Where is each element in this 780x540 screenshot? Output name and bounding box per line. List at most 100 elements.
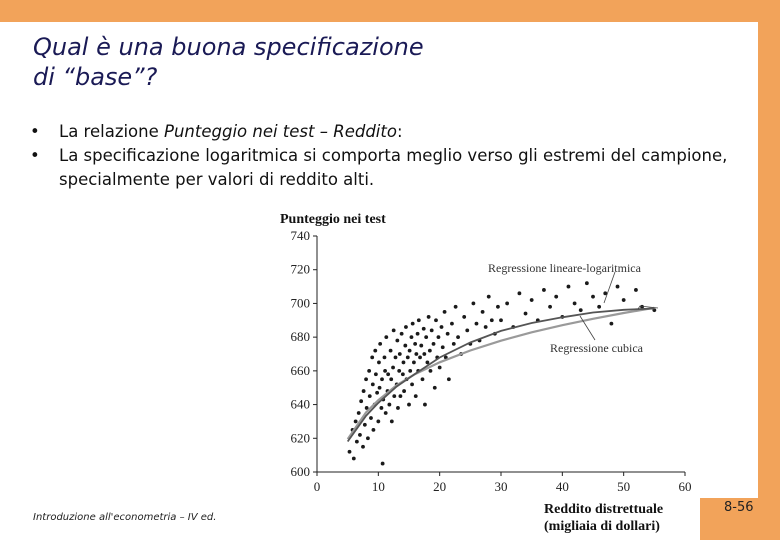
data-point (421, 326, 426, 331)
data-point (397, 352, 402, 356)
data-point (379, 406, 384, 410)
data-point (566, 284, 571, 289)
data-point (354, 439, 359, 444)
data-point (621, 298, 626, 302)
data-point (383, 411, 388, 415)
data-point (446, 377, 451, 382)
x-axis-label-line-2: (migliaia di dollari) (544, 519, 660, 534)
x-tick-label: 30 (495, 479, 508, 494)
data-point (412, 360, 416, 365)
data-point (413, 394, 418, 399)
data-point (371, 427, 376, 432)
data-point (554, 294, 559, 299)
data-point (445, 331, 450, 336)
y-tick-label: 720 (291, 262, 311, 277)
bullet-text: La relazione (59, 122, 165, 141)
data-point (359, 399, 364, 404)
data-point (615, 284, 620, 289)
slide-title-line-1: Qual è una buona specificazione (33, 33, 424, 61)
data-point (523, 311, 528, 316)
data-point (419, 343, 424, 348)
data-point (442, 309, 447, 314)
data-point (384, 335, 389, 340)
data-point (443, 355, 448, 360)
page-number-box (700, 498, 780, 540)
data-point (437, 365, 442, 370)
data-point (489, 318, 494, 323)
x-tick-label: 40 (556, 479, 569, 494)
data-point (410, 321, 415, 326)
x-tick-label: 10 (372, 479, 385, 494)
top-accent-bar (0, 0, 780, 22)
data-point (395, 338, 400, 343)
data-point (407, 402, 411, 407)
data-point (398, 394, 403, 399)
data-point (439, 325, 444, 329)
data-point (548, 304, 552, 309)
data-point (397, 368, 402, 373)
data-point (389, 377, 394, 382)
data-point (364, 406, 369, 410)
data-point (456, 335, 460, 340)
data-point (416, 318, 421, 323)
data-point (396, 406, 400, 410)
page-number: 8-56 (724, 500, 754, 515)
y-axis-label: Punteggio nei test (280, 212, 386, 227)
annotation-bracket-cubic (637, 305, 659, 310)
slide-title-line-2: di “base”? (33, 63, 158, 91)
y-tick-label: 620 (291, 430, 311, 445)
data-point (380, 461, 385, 466)
data-point (542, 288, 546, 292)
data-point (377, 385, 382, 390)
data-point (364, 377, 368, 382)
data-point (436, 335, 441, 340)
x-tick-label: 20 (433, 479, 446, 494)
annotation-leader-cubic (579, 315, 596, 341)
data-point (367, 394, 372, 399)
annotation-cubic: Regressione cubica (550, 341, 644, 355)
data-point (401, 360, 406, 365)
bullet-item: La specificazione logaritmica si comport… (30, 144, 750, 192)
right-accent-bar (758, 0, 780, 540)
slide-title: Qual è una buona specificazione di “base”… (33, 32, 673, 92)
data-point (353, 419, 358, 424)
data-point (418, 355, 422, 360)
data-point (373, 372, 378, 377)
y-tick-label: 700 (291, 295, 311, 310)
data-point (434, 318, 438, 323)
data-point (427, 348, 432, 353)
data-point (450, 321, 454, 326)
data-point (429, 328, 434, 333)
data-point (370, 382, 375, 387)
data-point (432, 385, 437, 390)
data-point (609, 321, 614, 326)
data-point (474, 321, 479, 326)
data-point (391, 365, 395, 370)
x-tick-label: 0 (314, 479, 321, 494)
data-point (529, 298, 534, 302)
data-point (499, 318, 503, 323)
linear-log-regression-line (346, 306, 655, 440)
data-point (375, 390, 380, 395)
data-point (453, 304, 458, 309)
chart-axes: 600 620 640 660 680 700 720 740 0 10 20 30 40 50 60 (291, 228, 692, 494)
data-point (426, 315, 431, 319)
data-point (496, 304, 500, 309)
data-point (584, 281, 589, 286)
data-point (399, 331, 404, 336)
data-point (603, 291, 608, 296)
bullet-emphasis: Punteggio nei test – Reddito (164, 122, 397, 141)
data-point (420, 377, 425, 382)
data-point (382, 355, 387, 360)
data-point (356, 411, 361, 415)
data-point (471, 301, 476, 306)
data-point (366, 436, 370, 441)
data-point (361, 444, 365, 449)
data-point (370, 355, 375, 360)
bullet-suffix: : (396, 122, 403, 141)
annotation-linlog: Regressione lineare-logaritmica (488, 261, 642, 275)
data-point (389, 419, 394, 424)
data-point (383, 368, 387, 373)
annotation-leader-linlog (603, 271, 616, 304)
data-point (408, 368, 413, 373)
